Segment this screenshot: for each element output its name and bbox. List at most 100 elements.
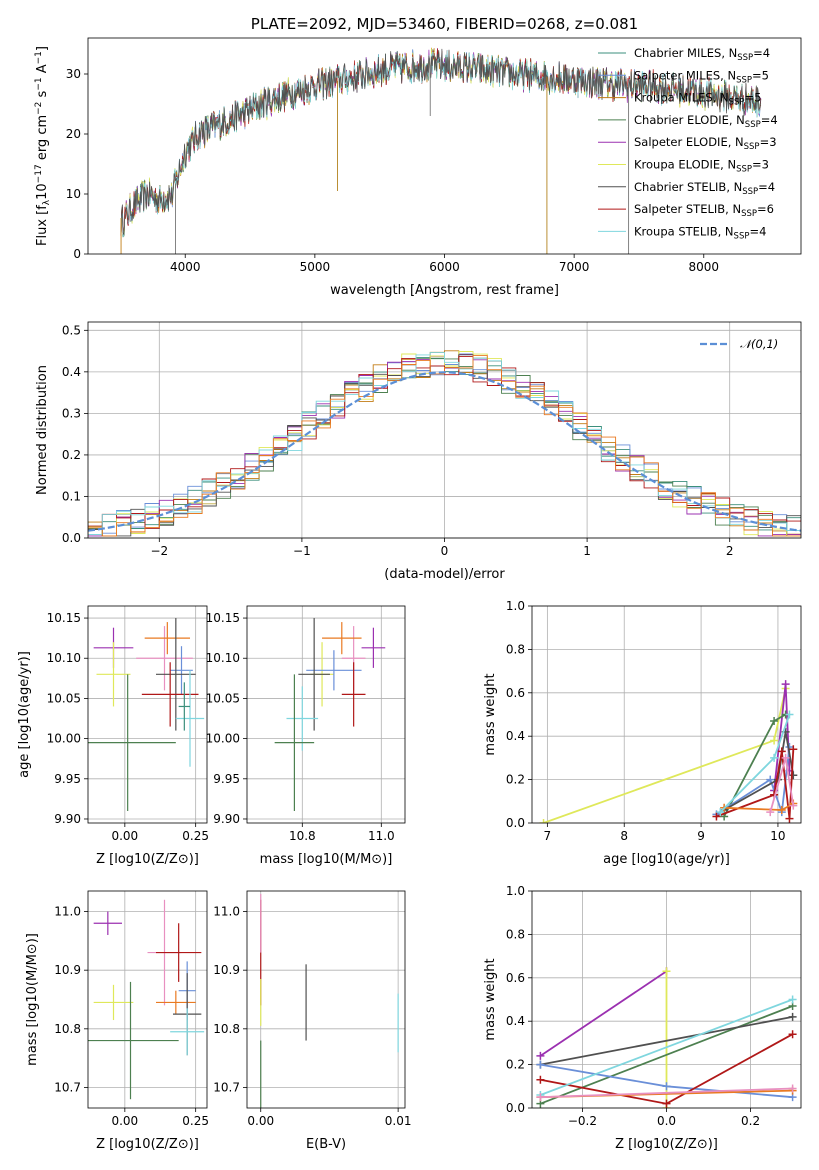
age_vs_Z-ytick-label: 10.00 — [47, 732, 81, 746]
age_vs_mass-frame — [246, 605, 406, 824]
mass_vs_ebv-points — [260, 893, 399, 1108]
residuals-ylabel: Normed distribution — [35, 365, 50, 495]
spectrum-xtick-label: 4000 — [170, 260, 201, 274]
weight-marker — [788, 1030, 797, 1039]
weight-marker — [770, 717, 779, 726]
age_vs_Z-points — [88, 618, 205, 811]
legend-label: Kroupa MILES, NSSP=5 — [634, 91, 761, 108]
weight-marker — [770, 736, 779, 745]
spectrum-xtick-label: 7000 — [559, 260, 590, 274]
legend-label: Salpeter ELODIE, NSSP=3 — [634, 135, 777, 152]
age_vs_mass-xtick-label: 11.0 — [368, 829, 395, 843]
weight-marker — [777, 747, 786, 756]
age_vs_Z-ylabel: age [log10(age/yr)] — [17, 651, 32, 778]
age_vs_mass-xtick-label: 10.8 — [289, 829, 316, 843]
spectrum-frame — [87, 37, 802, 255]
age_vs_mass-ytick-label: 10.00 — [206, 732, 240, 746]
residual-histograms — [88, 350, 801, 537]
age_vs_Z-ytick-label: 9.90 — [54, 812, 81, 826]
spectrum-xtick-label: 8000 — [688, 260, 719, 274]
weight-marker — [536, 1051, 545, 1060]
mass_vs_ebv-xtick-label: 0.00 — [247, 1114, 274, 1128]
spectrum-ytick-label: 0 — [73, 247, 81, 261]
residuals-ytick-label: 0.5 — [62, 323, 81, 337]
age_vs_mass-ytick-label: 10.10 — [206, 651, 240, 665]
weight_vs_Z-frame — [531, 890, 802, 1109]
weight-marker — [539, 819, 548, 823]
weight_vs_age-ytick-label: 1.0 — [506, 599, 525, 613]
spectrum-ylabel: Flux [fλ10−17 erg cm−2 s−1 A−1] — [34, 46, 52, 246]
residuals-ytick-label: 0.2 — [62, 448, 81, 462]
weight-marker — [536, 1060, 545, 1069]
mass_vs_Z-ytick-label: 10.9 — [54, 963, 81, 977]
weight-marker — [788, 995, 797, 1004]
legend-label: Kroupa ELODIE, NSSP=3 — [634, 158, 769, 175]
age_vs_Z-xtick-label: 0.25 — [182, 829, 209, 843]
residuals-ytick-label: 0.4 — [62, 365, 81, 379]
spectrum-ytick-label: 10 — [66, 187, 81, 201]
weight-marker — [785, 710, 794, 719]
weight-line — [543, 688, 787, 823]
age_vs_Z-ytick-label: 10.10 — [47, 651, 81, 665]
mass_vs_ebv-ytick-label: 10.9 — [213, 963, 240, 977]
age_vs_mass-ytick-label: 9.95 — [213, 772, 240, 786]
mass_vs_ebv-ytick-label: 10.7 — [213, 1080, 240, 1094]
age_vs_mass-xlabel: mass [log10(M/M⊙)] — [260, 852, 393, 867]
normal-curve — [88, 371, 801, 532]
weight_vs_Z-ytick-label: 0.6 — [506, 971, 525, 985]
spectrum-title: PLATE=2092, MJD=53460, FIBERID=0268, z=0… — [251, 15, 638, 33]
mass_vs_Z-ytick-label: 10.8 — [54, 1022, 81, 1036]
spectrum-line — [120, 48, 762, 236]
mass_vs_ebv-frame — [246, 890, 406, 1109]
spectrum-xtick-label: 5000 — [300, 260, 331, 274]
weight_vs_age-ytick-label: 0.0 — [506, 816, 525, 830]
mass_vs_Z-ytick-label: 10.7 — [54, 1080, 81, 1094]
weight_vs_age-xtick-label: 10 — [770, 829, 785, 843]
weight-marker — [781, 680, 790, 689]
mass_vs_ebv-xtick-label: 0.01 — [385, 1114, 412, 1128]
weight_vs_Z-xtick-label: 0.0 — [657, 1114, 676, 1128]
weight-line — [540, 1016, 793, 1066]
age_vs_mass-ytick-label: 10.05 — [206, 691, 240, 705]
age_vs_Z-ytick-label: 9.95 — [54, 772, 81, 786]
spectrum-lines — [120, 47, 762, 254]
mass_vs_Z-frame — [87, 890, 208, 1109]
legend-label: 𝒩(0,1) — [740, 337, 778, 351]
weight-marker — [766, 808, 775, 817]
legend-label: Chabrier ELODIE, NSSP=4 — [634, 113, 778, 130]
weight_vs_age-ytick-label: 0.6 — [506, 686, 525, 700]
weight-marker — [789, 745, 798, 754]
residuals-frame — [87, 321, 802, 539]
legend-label: Salpeter MILES, NSSP=5 — [634, 68, 769, 85]
residuals-ytick-label: 0.0 — [62, 531, 81, 545]
weight_vs_Z-xtick-label: −0.2 — [568, 1114, 597, 1128]
residual-histogram — [88, 355, 801, 537]
weight-marker — [716, 808, 725, 817]
residuals-xtick-label: 2 — [726, 544, 734, 558]
weight-marker — [770, 753, 779, 762]
age_vs_Z-xlabel: Z [log10(Z/Z⊙)] — [96, 852, 199, 867]
weight-marker — [536, 1093, 545, 1102]
weight-marker — [777, 805, 786, 814]
weight_vs_Z-ytick-label: 0.4 — [506, 1014, 525, 1028]
weight-marker — [781, 753, 790, 762]
residuals-xtick-label: −1 — [293, 544, 311, 558]
residuals-xlabel: (data-model)/error — [384, 567, 505, 582]
weight-marker — [785, 814, 794, 823]
weight-marker — [788, 1084, 797, 1093]
weight_vs_age-ytick-label: 0.8 — [506, 642, 525, 656]
weight-marker — [712, 812, 721, 821]
residuals-xtick-label: 1 — [583, 544, 591, 558]
legend-label: Salpeter STELIB, NSSP=6 — [634, 202, 774, 219]
age_vs_mass-points — [274, 618, 386, 811]
spectrum-ytick-label: 30 — [66, 67, 81, 81]
spectrum-xlabel: wavelength [Angstrom, rest frame] — [330, 283, 559, 298]
age_vs_Z-frame — [87, 605, 208, 824]
weight-line — [540, 998, 793, 1096]
weight_vs_Z-ytick-label: 0.8 — [506, 927, 525, 941]
legend-label: Chabrier STELIB, NSSP=4 — [634, 180, 775, 197]
age_vs_Z-xtick-label: 0.00 — [111, 829, 138, 843]
legend-label: Kroupa STELIB, NSSP=4 — [634, 224, 766, 241]
weight_vs_age-series — [539, 680, 798, 823]
